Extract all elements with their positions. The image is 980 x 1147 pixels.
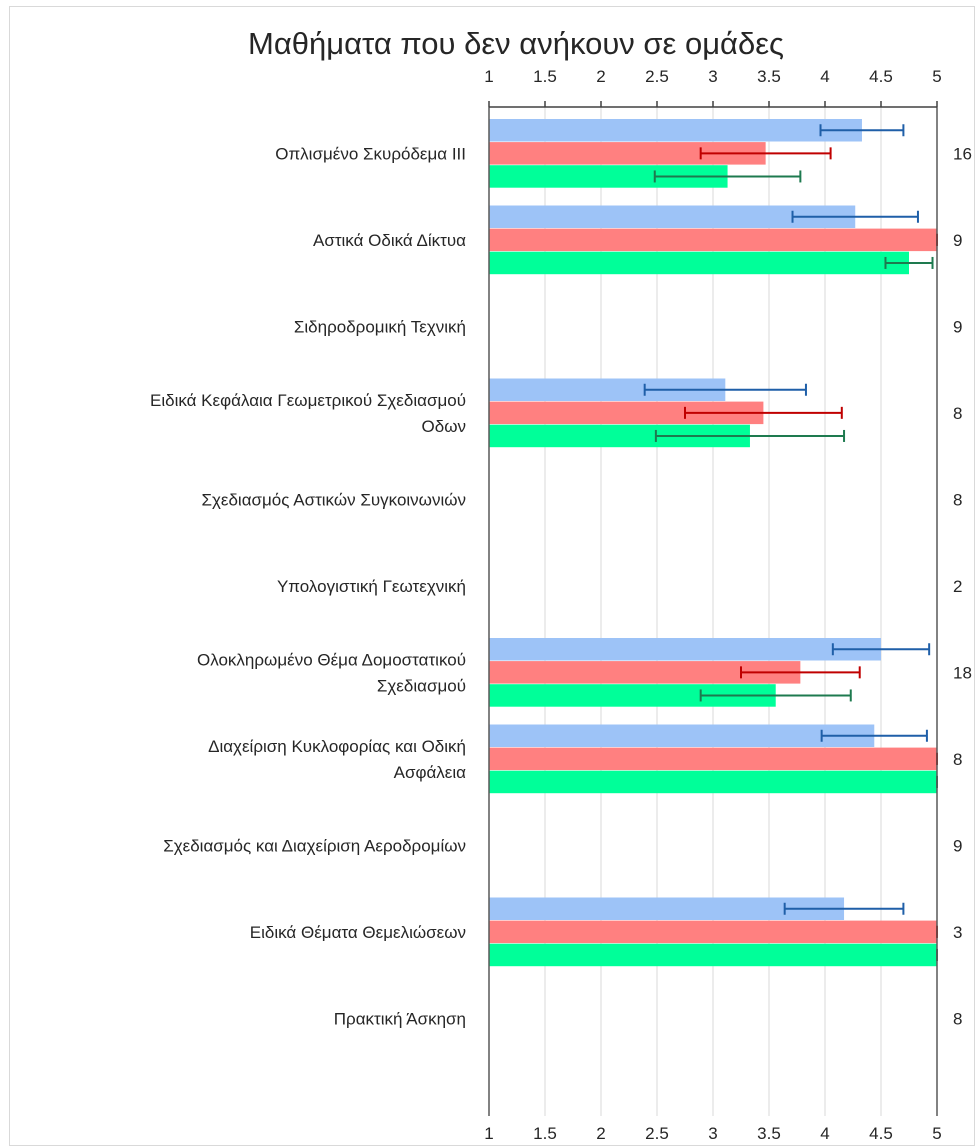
bar bbox=[489, 165, 728, 188]
chart-frame bbox=[9, 6, 975, 1146]
error-bar bbox=[884, 256, 934, 269]
top-tick-label: 2 bbox=[596, 67, 605, 86]
bar bbox=[489, 638, 881, 661]
count-label: 8 bbox=[953, 750, 962, 769]
error-bar bbox=[831, 643, 931, 656]
category-label: Υπολογιστική Γεωτεχνική bbox=[277, 577, 466, 596]
error-bar bbox=[699, 689, 852, 702]
count-label: 2 bbox=[953, 577, 962, 596]
count-label: 18 bbox=[953, 663, 972, 682]
error-bar bbox=[653, 170, 802, 183]
error-bar bbox=[643, 383, 807, 396]
bar bbox=[489, 770, 937, 794]
category-label: Σχεδιασμού bbox=[377, 676, 466, 695]
count-label: 8 bbox=[953, 404, 962, 423]
error-bar bbox=[684, 406, 843, 419]
top-tick-label: 5 bbox=[932, 67, 941, 86]
error-bar bbox=[791, 210, 919, 223]
bottom-tick-label: 2.5 bbox=[645, 1124, 669, 1143]
count-label: 9 bbox=[953, 317, 962, 336]
category-label: Πρακτική Άσκηση bbox=[334, 1009, 466, 1028]
category-label: Αστικά Οδικά Δίκτυα bbox=[313, 231, 466, 250]
error-bar bbox=[819, 124, 905, 137]
bottom-tick-label: 1.5 bbox=[533, 1124, 557, 1143]
bottom-tick-label: 1 bbox=[484, 1124, 493, 1143]
bar bbox=[489, 943, 937, 967]
bar bbox=[489, 747, 937, 771]
count-label: 16 bbox=[953, 144, 972, 163]
bottom-tick-label: 5 bbox=[932, 1124, 941, 1143]
error-bar bbox=[740, 666, 861, 679]
error-bar bbox=[654, 429, 846, 442]
top-tick-label: 4.5 bbox=[869, 67, 893, 86]
top-tick-label: 1 bbox=[484, 67, 493, 86]
count-label: 8 bbox=[953, 490, 962, 509]
chart-title: Μαθήματα που δεν ανήκουν σε ομάδες bbox=[248, 26, 784, 61]
bar bbox=[489, 378, 726, 401]
bar bbox=[489, 897, 845, 920]
top-tick-label: 1.5 bbox=[533, 67, 557, 86]
category-label: Ολοκληρωμένο Θέμα Δομοστατικού bbox=[197, 650, 466, 669]
bar bbox=[489, 424, 750, 448]
category-label: Σχεδιασμός και Διαχείριση Αεροδρομίων bbox=[163, 836, 466, 855]
bar bbox=[489, 661, 801, 684]
error-bar bbox=[820, 729, 928, 742]
error-bar bbox=[783, 902, 905, 915]
category-label: Οδων bbox=[422, 417, 466, 436]
count-label: 9 bbox=[953, 836, 962, 855]
bottom-tick-label: 3.5 bbox=[757, 1124, 781, 1143]
category-label: Σχεδιασμός Αστικών Συγκοινωνιών bbox=[201, 490, 466, 509]
count-label: 9 bbox=[953, 231, 962, 250]
bar bbox=[489, 142, 766, 165]
bar bbox=[489, 920, 937, 944]
bar bbox=[489, 228, 937, 252]
category-label: Ασφάλεια bbox=[394, 763, 467, 782]
bar bbox=[489, 205, 856, 228]
category-label: Οπλισμένο Σκυρόδεμα ΙΙΙ bbox=[275, 144, 466, 163]
top-tick-label: 3 bbox=[708, 67, 717, 86]
count-label: 3 bbox=[953, 923, 962, 942]
top-tick-label: 2.5 bbox=[645, 67, 669, 86]
bar bbox=[489, 684, 776, 707]
category-label: Διαχείριση Κυκλοφορίας και Οδική bbox=[208, 737, 466, 756]
category-label: Ειδικά Κεφάλαια Γεωμετρικού Σχεδιασμού bbox=[150, 391, 466, 410]
category-label: Σιδηροδρομική Τεχνική bbox=[294, 317, 466, 336]
bar bbox=[489, 119, 862, 142]
bottom-tick-label: 4.5 bbox=[869, 1124, 893, 1143]
top-tick-label: 3.5 bbox=[757, 67, 781, 86]
top-tick-label: 4 bbox=[820, 67, 829, 86]
bar bbox=[489, 251, 909, 275]
bottom-tick-label: 2 bbox=[596, 1124, 605, 1143]
bar bbox=[489, 401, 764, 425]
bar bbox=[489, 724, 875, 747]
bottom-tick-label: 4 bbox=[820, 1124, 829, 1143]
count-label: 8 bbox=[953, 1009, 962, 1028]
category-label: Ειδικά Θέματα Θεμελιώσεων bbox=[250, 923, 466, 942]
bottom-tick-label: 3 bbox=[708, 1124, 717, 1143]
error-bar bbox=[699, 147, 832, 160]
